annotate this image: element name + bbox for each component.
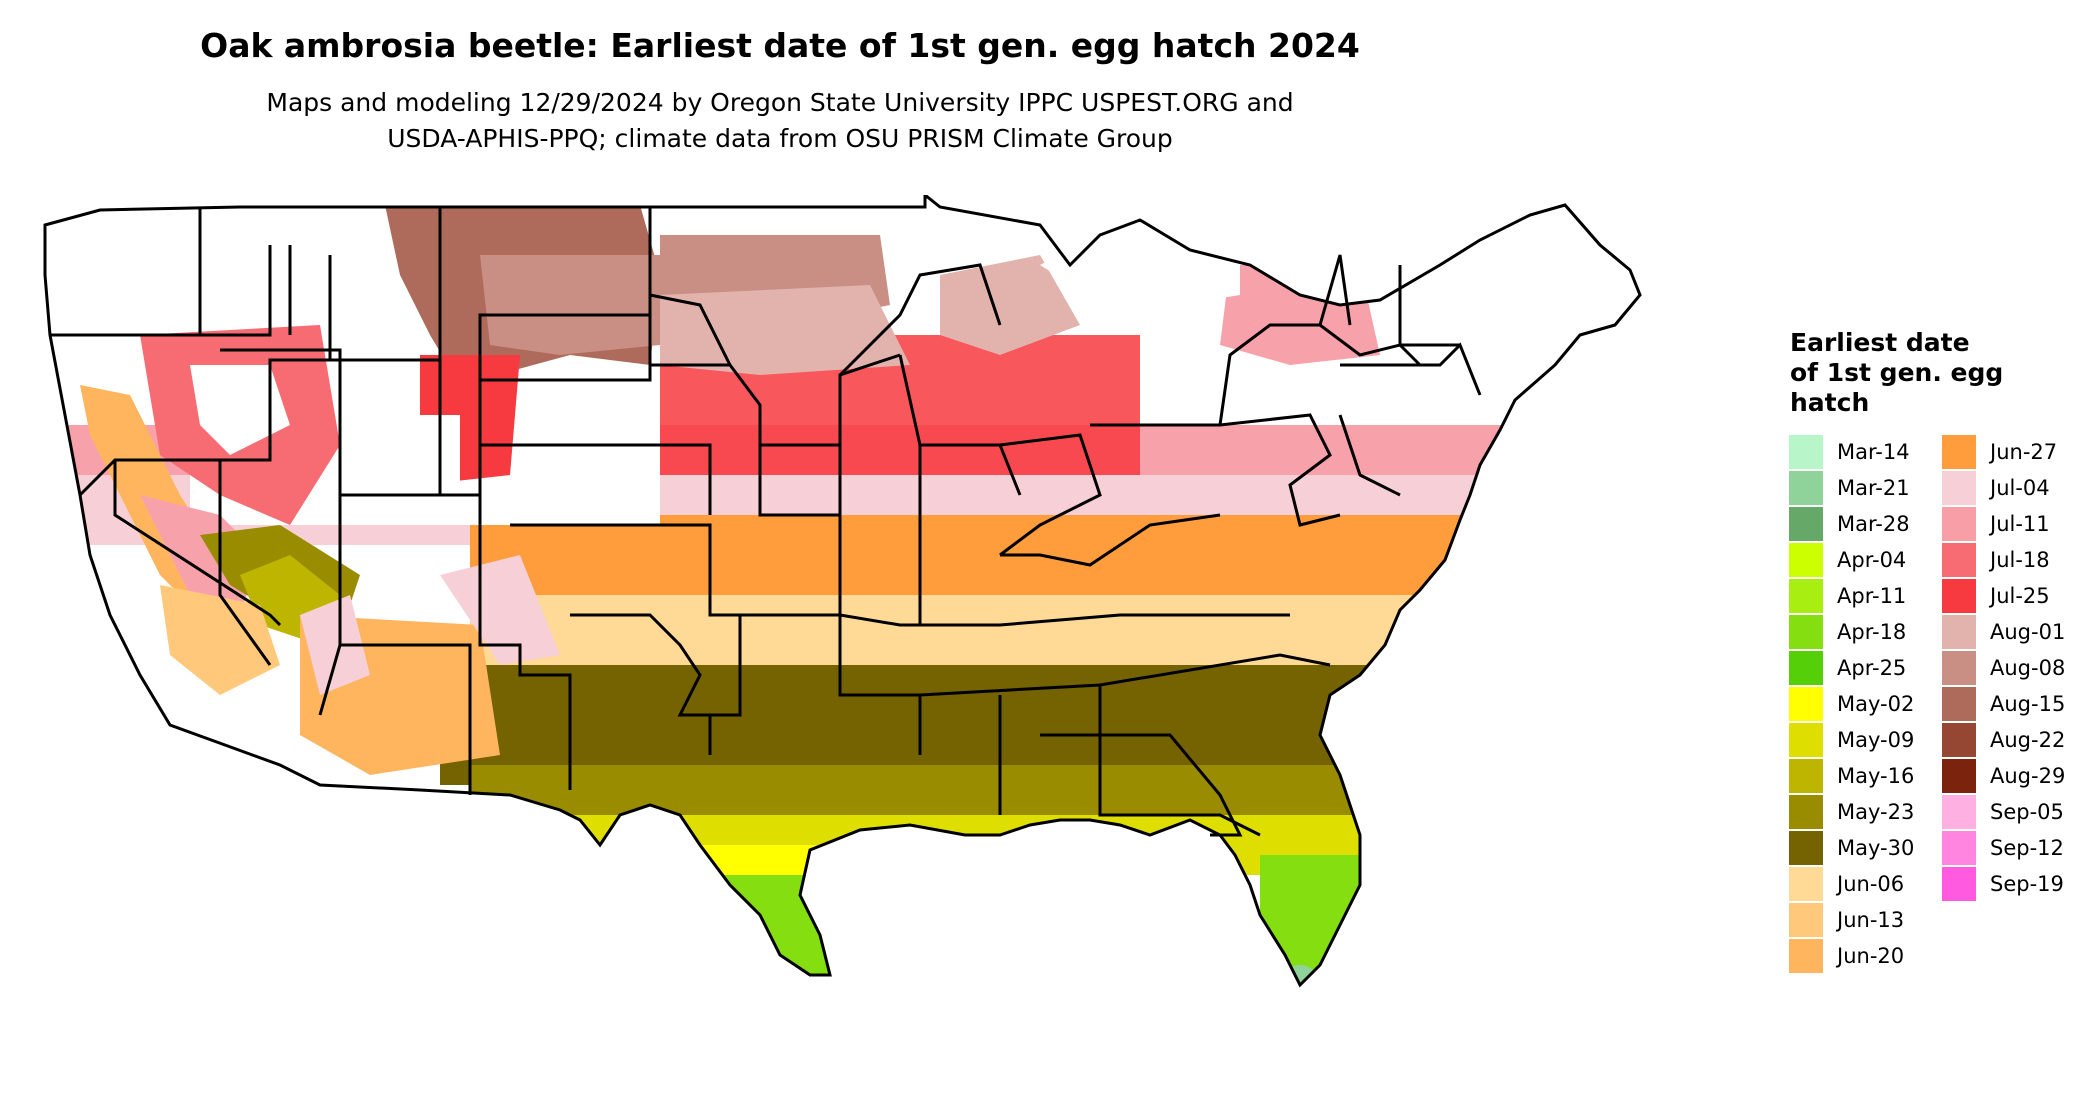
legend-item: Aug-22 bbox=[1942, 722, 2065, 758]
legend-label: Jun-06 bbox=[1837, 872, 1905, 896]
legend-item: Sep-05 bbox=[1942, 794, 2065, 830]
legend-item: Apr-11 bbox=[1789, 578, 1914, 614]
legend-swatch bbox=[1789, 471, 1823, 505]
legend-swatch bbox=[1789, 579, 1823, 613]
legend-swatch bbox=[1789, 651, 1823, 685]
legend-item: Apr-04 bbox=[1789, 542, 1914, 578]
legend-item: Jul-04 bbox=[1942, 470, 2065, 506]
legend-item: Mar-28 bbox=[1789, 506, 1914, 542]
legend-label: Apr-25 bbox=[1837, 656, 1907, 680]
legend-label: Apr-04 bbox=[1837, 548, 1907, 572]
legend-item: May-16 bbox=[1789, 758, 1914, 794]
legend-swatch bbox=[1942, 471, 1976, 505]
legend-item: Mar-21 bbox=[1789, 470, 1914, 506]
legend-label: Mar-14 bbox=[1837, 440, 1910, 464]
legend-label: Aug-01 bbox=[1990, 620, 2066, 644]
legend-item: Jul-11 bbox=[1942, 506, 2065, 542]
legend-item: May-09 bbox=[1789, 722, 1914, 758]
legend-label: Aug-08 bbox=[1990, 656, 2066, 680]
legend-swatch bbox=[1942, 867, 1976, 901]
legend-label: Aug-15 bbox=[1990, 692, 2066, 716]
legend-swatch bbox=[1942, 507, 1976, 541]
us-heat-map bbox=[43, 195, 1642, 988]
legend-swatch bbox=[1789, 543, 1823, 577]
legend-label: Apr-18 bbox=[1837, 620, 1907, 644]
legend-label: May-09 bbox=[1837, 728, 1915, 752]
legend-item: Aug-29 bbox=[1942, 758, 2065, 794]
legend-swatch bbox=[1789, 723, 1823, 757]
legend-label: Sep-12 bbox=[1990, 836, 2064, 860]
legend-label: May-23 bbox=[1837, 800, 1915, 824]
legend-swatch bbox=[1789, 615, 1823, 649]
legend-item: Jun-13 bbox=[1789, 902, 1914, 938]
legend-swatch bbox=[1942, 543, 1976, 577]
legend-item: Aug-08 bbox=[1942, 650, 2065, 686]
legend-item: Jul-25 bbox=[1942, 578, 2065, 614]
legend-swatch bbox=[1942, 615, 1976, 649]
legend-label: Jul-25 bbox=[1990, 584, 2050, 608]
legend-swatch bbox=[1942, 831, 1976, 865]
legend-column-1: Mar-14 Mar-21 Mar-28 Apr-04 Apr-11 Apr-18 Apr-… bbox=[1789, 434, 1914, 974]
legend-swatch bbox=[1942, 579, 1976, 613]
legend-label: Jun-27 bbox=[1990, 440, 2058, 464]
legend-label: Jun-20 bbox=[1837, 944, 1905, 968]
legend-label: Jul-18 bbox=[1990, 548, 2050, 572]
legend-label: Mar-28 bbox=[1837, 512, 1910, 536]
map-title: Oak ambrosia beetle: Earliest date of 1s… bbox=[200, 26, 1360, 65]
legend-swatch bbox=[1789, 435, 1823, 469]
legend-item: May-02 bbox=[1789, 686, 1914, 722]
legend-title: Earliest date of 1st gen. egg hatch bbox=[1790, 328, 2090, 418]
legend-label: Aug-29 bbox=[1990, 764, 2066, 788]
legend-item: Sep-19 bbox=[1942, 866, 2065, 902]
legend-label: Apr-11 bbox=[1837, 584, 1907, 608]
legend-swatch bbox=[1942, 687, 1976, 721]
legend-item: Aug-15 bbox=[1942, 686, 2065, 722]
legend-label: Sep-05 bbox=[1990, 800, 2064, 824]
legend-item: Jun-20 bbox=[1789, 938, 1914, 974]
legend-label: Sep-19 bbox=[1990, 872, 2064, 896]
legend-item: Jun-27 bbox=[1942, 434, 2065, 470]
legend-item: Jun-06 bbox=[1789, 866, 1914, 902]
legend-item: May-30 bbox=[1789, 830, 1914, 866]
legend-swatch bbox=[1789, 831, 1823, 865]
legend-label: May-16 bbox=[1837, 764, 1915, 788]
legend-label: Aug-22 bbox=[1990, 728, 2066, 752]
legend-swatch bbox=[1789, 759, 1823, 793]
state-boundaries bbox=[43, 195, 1642, 988]
legend-label: Jul-11 bbox=[1990, 512, 2050, 536]
legend-label: Jul-04 bbox=[1990, 476, 2050, 500]
legend-column-2: Jun-27 Jul-04 Jul-11 Jul-18 Jul-25 Aug-01 Aug-… bbox=[1942, 434, 2065, 902]
legend-swatch bbox=[1789, 687, 1823, 721]
legend-label: May-30 bbox=[1837, 836, 1915, 860]
legend-item: May-23 bbox=[1789, 794, 1914, 830]
legend-item: Jul-18 bbox=[1942, 542, 2065, 578]
map-subtitle-line2: USDA-APHIS-PPQ; climate data from OSU PR… bbox=[387, 124, 1173, 153]
legend-item: Apr-18 bbox=[1789, 614, 1914, 650]
legend-label: Jun-13 bbox=[1837, 908, 1905, 932]
legend-title-line2: of 1st gen. egg bbox=[1790, 358, 2004, 387]
legend-swatch bbox=[1789, 903, 1823, 937]
legend-item: Aug-01 bbox=[1942, 614, 2065, 650]
legend-item: Mar-14 bbox=[1789, 434, 1914, 470]
legend-swatch bbox=[1789, 939, 1823, 973]
legend-title-line1: Earliest date bbox=[1790, 328, 1970, 357]
legend-swatch bbox=[1942, 435, 1976, 469]
map-subtitle-line1: Maps and modeling 12/29/2024 by Oregon S… bbox=[266, 88, 1294, 117]
legend-swatch bbox=[1789, 507, 1823, 541]
legend-label: Mar-21 bbox=[1837, 476, 1910, 500]
legend-swatch bbox=[1789, 867, 1823, 901]
legend-swatch bbox=[1942, 651, 1976, 685]
legend-item: Sep-12 bbox=[1942, 830, 2065, 866]
legend-swatch bbox=[1942, 723, 1976, 757]
legend-title-line3: hatch bbox=[1790, 388, 1870, 417]
legend-swatch bbox=[1942, 759, 1976, 793]
legend-swatch bbox=[1789, 795, 1823, 829]
legend-item: Apr-25 bbox=[1789, 650, 1914, 686]
legend-label: May-02 bbox=[1837, 692, 1915, 716]
legend-swatch bbox=[1942, 795, 1976, 829]
